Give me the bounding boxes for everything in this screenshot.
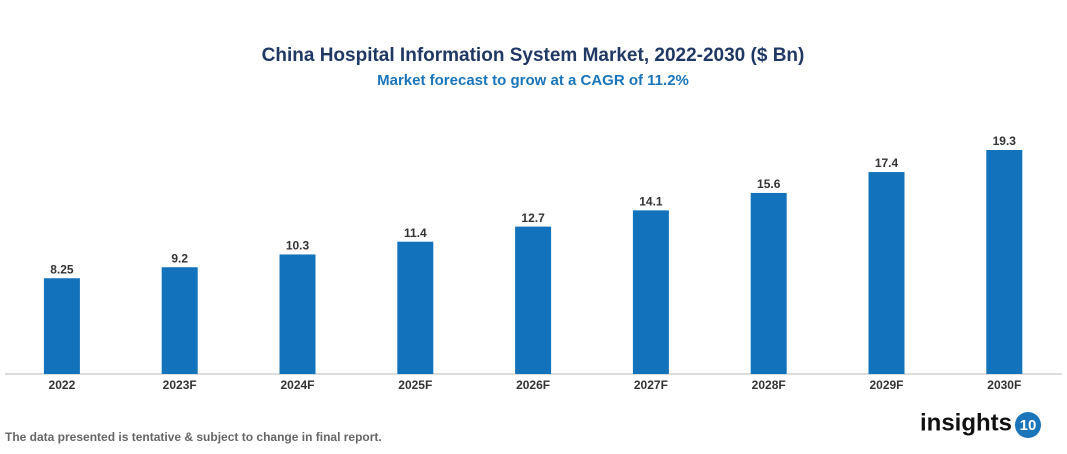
bar [515, 226, 552, 374]
value-label: 9.2 [171, 251, 188, 265]
chart-title: China Hospital Information System Market… [262, 45, 805, 66]
bar [750, 192, 787, 374]
bar [397, 241, 434, 374]
value-label: 12.7 [521, 211, 545, 225]
value-label: 14.1 [639, 195, 663, 209]
value-label: 10.3 [286, 239, 310, 253]
value-label: 19.3 [993, 134, 1017, 148]
x-tick-label: 2028F [752, 378, 786, 392]
bar [279, 254, 316, 374]
chart-subtitle: Market forecast to grow at a CAGR of 11.… [377, 72, 689, 89]
x-tick-label: 2030F [987, 378, 1021, 392]
value-label: 8.25 [50, 262, 74, 276]
bar [868, 172, 905, 374]
footnote: The data presented is tentative & subjec… [5, 430, 382, 444]
x-tick-label: 2025F [398, 378, 432, 392]
bar [43, 278, 80, 374]
x-tick-label: 2022 [49, 378, 76, 392]
value-label: 17.4 [875, 156, 899, 170]
value-label: 11.4 [404, 226, 427, 240]
bar [986, 150, 1023, 374]
x-tick-label: 2029F [869, 378, 903, 392]
x-tick-label: 2024F [280, 378, 314, 392]
x-tick-label: 2023F [163, 378, 197, 392]
x-tick-label: 2027F [634, 378, 668, 392]
x-tick-label: 2026F [516, 378, 550, 392]
bar [632, 210, 669, 374]
logo-badge-text: 10 [1020, 417, 1037, 434]
value-label: 15.6 [757, 177, 781, 191]
bar [161, 267, 198, 374]
logo-text: insights [920, 409, 1012, 436]
logo-badge [1015, 412, 1041, 438]
